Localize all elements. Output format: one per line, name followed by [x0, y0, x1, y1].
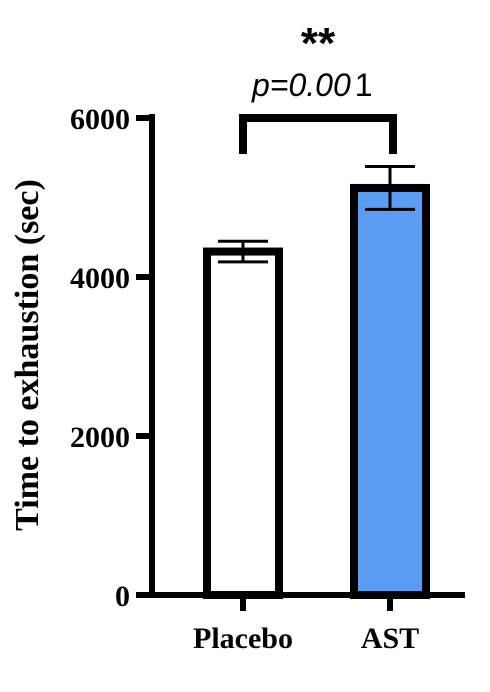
y-axis-label: Time to exhaustion (sec)	[9, 179, 46, 531]
bar-ast	[350, 183, 430, 600]
bar-placebo	[203, 247, 283, 599]
p-value-tail: 1	[355, 67, 373, 103]
y-tick-label: 4000	[70, 262, 130, 295]
y-tick-label: 0	[115, 580, 130, 613]
y-tick-label: 6000	[70, 103, 130, 136]
x-tick-label-placebo: Placebo	[193, 622, 293, 655]
significance-bracket	[239, 114, 397, 154]
x-tick-label-ast: AST	[361, 622, 419, 655]
y-tick-label: 2000	[70, 421, 130, 454]
significance-stars: **	[301, 19, 336, 68]
p-value-label: p=0.00 1	[251, 67, 373, 103]
p-value-text: p=0.00	[251, 67, 351, 103]
